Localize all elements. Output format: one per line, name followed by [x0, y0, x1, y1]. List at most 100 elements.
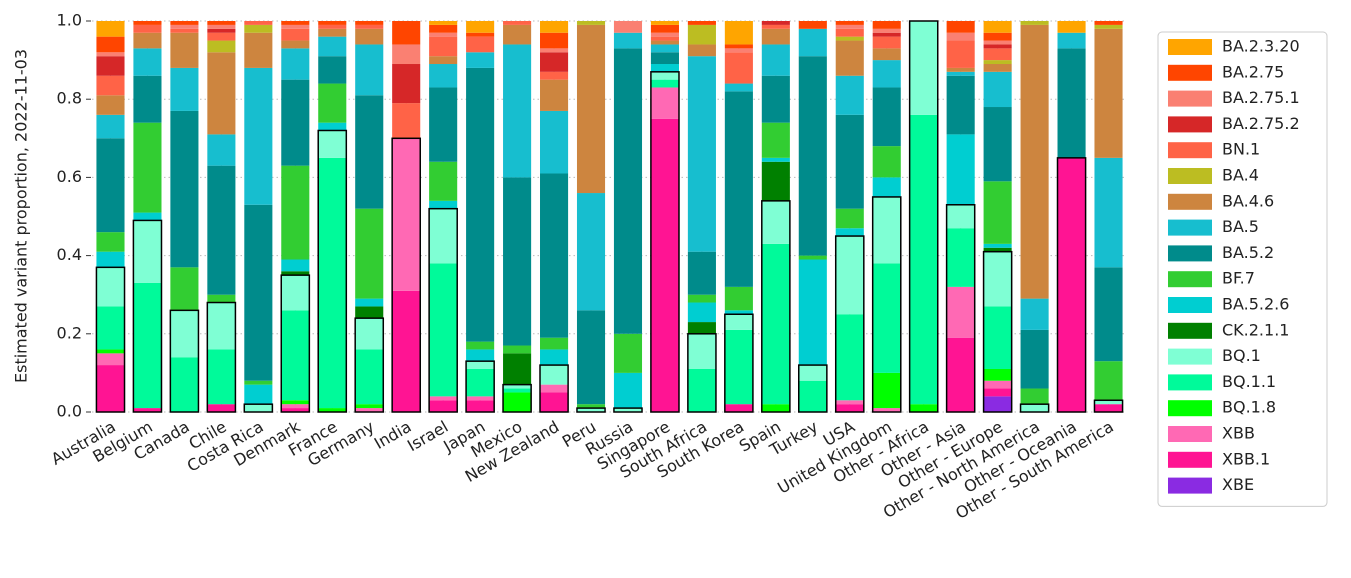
bar-segment [872, 372, 901, 409]
bar-segment [355, 318, 384, 350]
bar-segment [650, 79, 679, 88]
bar-segment [281, 48, 310, 80]
legend-swatch [1168, 142, 1212, 159]
bar-segment [650, 64, 679, 72]
bar-segment [761, 157, 790, 162]
bar-segment [835, 24, 864, 29]
bar-segment [244, 32, 273, 68]
bar-segment [983, 243, 1012, 248]
bar-segment [835, 114, 864, 209]
bar-segment [687, 333, 716, 369]
bar-segment [798, 365, 827, 381]
legend-swatch [1168, 193, 1212, 210]
bar-segment [355, 44, 384, 96]
bar-segment [429, 21, 458, 25]
bar-segment [355, 24, 384, 29]
bar-segment [687, 294, 716, 303]
bar-segment [540, 365, 569, 385]
bar-segment [540, 32, 569, 49]
bar-segment [466, 361, 495, 369]
bar-segment [207, 28, 236, 33]
legend-label: XBB [1222, 424, 1255, 443]
bar-segment [540, 71, 569, 80]
legend-label: BN.1 [1222, 140, 1260, 159]
legend-swatch [1168, 374, 1212, 391]
legend-label: XBE [1222, 475, 1254, 494]
bar-segment [724, 44, 753, 49]
bar-segment [133, 24, 162, 33]
bar-segment [983, 251, 1012, 307]
legend-swatch [1168, 116, 1212, 133]
bar-segment [650, 44, 679, 53]
bar-segment [96, 251, 125, 268]
bar-segment [133, 75, 162, 123]
bar-segment [429, 56, 458, 65]
bar-segment [170, 24, 199, 29]
bar-segment [983, 396, 1012, 412]
bar-segment [429, 36, 458, 57]
bar-segment [281, 79, 310, 166]
y-axis-label: Estimated variant proportion, 2022-11-03 [12, 49, 31, 383]
bar-segment [835, 404, 864, 412]
bar-segment [429, 396, 458, 401]
bar-segment [946, 134, 975, 205]
bar-segment [1020, 298, 1049, 330]
bar-segment [724, 314, 753, 330]
bar-segment [207, 165, 236, 295]
bq-xbb-outline [908, 20, 939, 413]
bq-xbb-outline [798, 364, 828, 413]
bar-segment [1094, 361, 1123, 401]
legend-swatch [1168, 322, 1212, 339]
bar-segment [318, 83, 347, 123]
bar-segment [909, 114, 938, 405]
bar-segment [872, 36, 901, 49]
bar-segment [761, 21, 790, 25]
bar-segment [540, 110, 569, 174]
bar-segment [872, 21, 901, 29]
bar-segment [983, 32, 1012, 41]
bar-segment [724, 52, 753, 84]
bar-segment [392, 138, 421, 291]
bar-segment [355, 21, 384, 25]
bar-segment [281, 259, 310, 272]
bar-segment [1057, 48, 1086, 158]
bar-segment [355, 306, 384, 319]
bar-segment [244, 384, 273, 405]
bar-segment [724, 48, 753, 53]
legend-swatch [1168, 39, 1212, 55]
bar-segment [244, 67, 273, 205]
bar-segment [466, 341, 495, 350]
bar-segment [392, 21, 421, 45]
bar-segment [96, 353, 125, 366]
bar-segment [466, 32, 495, 37]
bar-segment [983, 388, 1012, 397]
bar-segment [872, 146, 901, 178]
bar-segment [872, 87, 901, 147]
bar-segment [133, 48, 162, 76]
bar-segment [207, 302, 236, 350]
bar-segment [872, 177, 901, 197]
bar-segment [835, 36, 864, 41]
bar-segment [207, 404, 236, 412]
bar-segment [983, 107, 1012, 182]
bar-segment [503, 384, 532, 389]
bar-segment [909, 404, 938, 412]
bar-segment [466, 400, 495, 412]
bar-segment [133, 122, 162, 213]
bar-segment [946, 75, 975, 135]
bar-segment [244, 24, 273, 33]
bq-xbb-outline [871, 196, 902, 413]
bar-segment [687, 21, 716, 25]
bar-segment [1020, 388, 1049, 405]
bar-segment [946, 40, 975, 68]
bar-segment [207, 349, 236, 405]
bar-segment [244, 404, 273, 412]
legend-label: BA.5.2 [1222, 243, 1274, 262]
bar-segment [761, 28, 790, 45]
bq-xbb-outline [650, 71, 680, 413]
bar-segment [466, 52, 495, 68]
legend-swatch [1168, 245, 1212, 262]
bar-segment [798, 255, 827, 260]
bar-segment [96, 306, 125, 350]
bar-segment [687, 322, 716, 334]
